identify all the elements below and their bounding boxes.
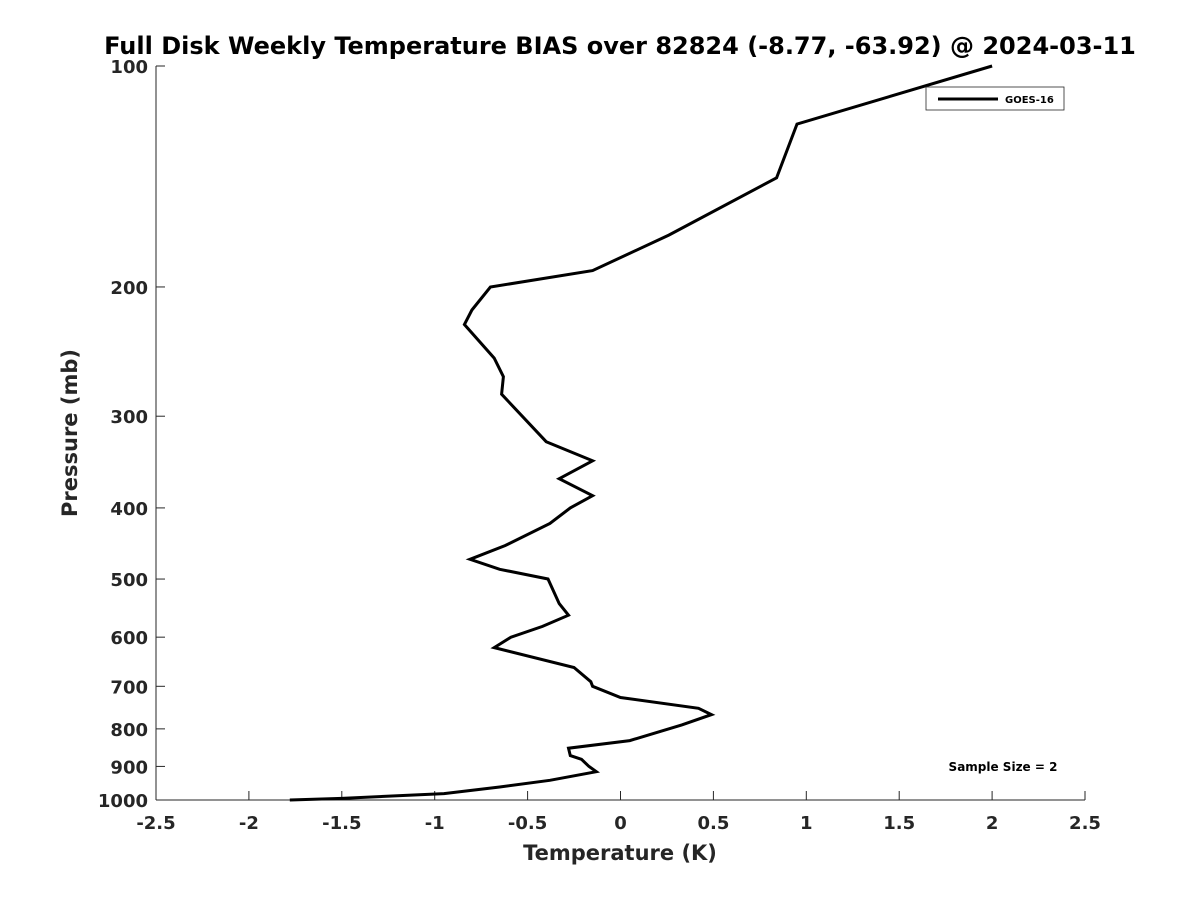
x-tick-label: -0.5 [508,813,547,834]
y-ticks: 100 200 300 400 500 600 700 800 900 1000 [98,57,165,812]
x-tick-label: -1.5 [322,813,361,834]
y-tick-label: 1000 [98,791,148,812]
x-axis-label: Temperature (K) [523,841,717,865]
series-line-goes-16 [289,64,993,802]
y-tick-label: 100 [110,57,148,78]
series-layer [289,64,993,802]
x-tick-label: -1 [425,813,445,834]
y-tick-label: 500 [110,570,148,591]
y-tick-label: 700 [110,677,148,698]
x-tick-label: 2.5 [1069,813,1101,834]
x-tick-label: 1 [800,813,813,834]
x-tick-label: 2 [986,813,999,834]
legend: GOES-16 [925,86,1065,111]
sample-size-annotation: Sample Size = 2 [949,760,1058,774]
x-tick-label: -2 [239,813,259,834]
legend-label: GOES-16 [1005,95,1054,106]
y-tick-label: 300 [110,407,148,428]
y-tick-label: 800 [110,720,148,741]
chart-title: Full Disk Weekly Temperature BIAS over 8… [104,32,1136,60]
y-tick-label: 200 [110,278,148,299]
x-tick-label: -2.5 [136,813,175,834]
x-ticks: -2.5 -2 -1.5 -1 -0.5 0 0.5 1 1.5 2 2.5 [136,791,1101,834]
x-tick-label: 1.5 [883,813,915,834]
y-tick-label: 900 [110,757,148,778]
y-axis-label: Pressure (mb) [58,349,82,517]
x-tick-label: 0.5 [697,813,729,834]
y-tick-label: 600 [110,628,148,649]
x-tick-label: 0 [614,813,627,834]
y-tick-label: 400 [110,499,148,520]
